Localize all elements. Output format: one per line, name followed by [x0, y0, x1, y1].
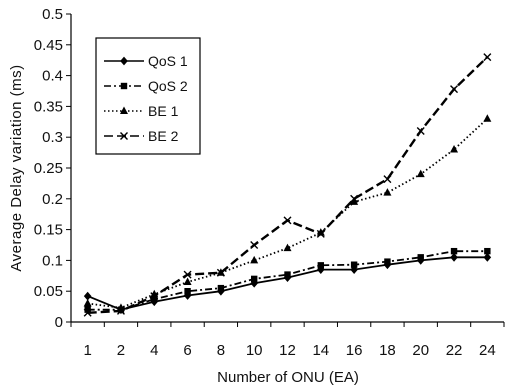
- data-point: [250, 275, 258, 283]
- x-tick-label: 1: [83, 342, 91, 359]
- y-tick-label: 0.5: [42, 6, 63, 23]
- data-point: [384, 258, 391, 265]
- x-tick-label: 22: [446, 342, 463, 359]
- legend-label: QoS 2: [148, 78, 188, 94]
- y-tick-label: 0.05: [34, 283, 63, 300]
- legend-marker: [120, 82, 128, 90]
- data-point: [250, 241, 259, 249]
- y-tick-label: 0.2: [42, 191, 63, 208]
- series-be-2: [83, 53, 492, 317]
- data-point: [250, 255, 259, 264]
- marker-stroke: [483, 53, 492, 62]
- data-point: [83, 299, 92, 307]
- data-point: [483, 252, 492, 262]
- data-point: [416, 127, 425, 136]
- data-point: [417, 254, 424, 261]
- data-point: [283, 243, 292, 252]
- y-tick-label: 0.25: [34, 160, 63, 177]
- x-tick-label: 12: [279, 342, 296, 359]
- x-tick-label: 18: [379, 342, 396, 359]
- y-tick-label: 0.4: [42, 68, 63, 85]
- y-axis-title: Average Delay variation (ms): [8, 64, 25, 271]
- y-tick-label: 0.45: [34, 37, 63, 54]
- x-tick-label: 24: [479, 342, 496, 359]
- data-point: [116, 306, 125, 315]
- x-tick-label: 14: [312, 342, 329, 359]
- data-point: [450, 85, 459, 94]
- data-point: [350, 197, 359, 205]
- legend-marker: [120, 56, 128, 66]
- data-point: [83, 308, 92, 317]
- legend-label: BE 2: [148, 128, 179, 144]
- marker-stroke: [120, 132, 128, 140]
- data-point: [84, 306, 91, 313]
- legend-marker: [120, 106, 128, 114]
- marker-stroke: [383, 175, 392, 184]
- marker-stroke: [250, 241, 259, 249]
- x-tick-label: 6: [183, 342, 191, 359]
- data-point: [450, 145, 459, 153]
- legend: QoS 1 QoS 2 BE 1 BE 2: [95, 37, 201, 155]
- marker-stroke: [283, 216, 292, 225]
- legend-label: BE 1: [148, 103, 179, 119]
- data-point: [184, 288, 191, 295]
- data-point: [317, 262, 325, 269]
- data-point: [217, 284, 225, 292]
- data-point: [350, 261, 358, 268]
- x-tick-label: 10: [246, 342, 263, 359]
- data-point: [284, 271, 291, 278]
- x-tick-label: 8: [217, 342, 225, 359]
- data-point: [450, 252, 458, 262]
- x-axis-title: Number of ONU (EA): [217, 369, 359, 386]
- y-tick-label: 0.3: [42, 129, 63, 146]
- data-point: [383, 188, 392, 196]
- marker-stroke: [316, 229, 325, 238]
- x-tick-label: 4: [150, 342, 158, 359]
- y-tick-label: 0.15: [34, 222, 63, 239]
- legend-box: [95, 37, 201, 155]
- marker-stroke: [83, 308, 92, 317]
- data-point: [150, 292, 159, 301]
- data-point: [183, 277, 192, 285]
- data-point: [151, 296, 158, 303]
- legend-label: QoS 1: [148, 53, 188, 69]
- y-tick-label: 0.35: [34, 98, 63, 115]
- data-point: [383, 175, 392, 184]
- x-tick-label: 20: [412, 342, 429, 359]
- data-point: [484, 247, 491, 255]
- x-tick-label: 16: [346, 342, 363, 359]
- y-axis-ticks: 0 0.05 0.1 0.15 0.2 0.25 0.3 0.35 0.4 0.45 0.5: [34, 6, 71, 331]
- data-point: [283, 216, 292, 225]
- data-point: [316, 229, 325, 238]
- marker-stroke: [416, 127, 425, 136]
- data-point: [350, 194, 359, 203]
- marker-stroke: [216, 268, 225, 277]
- data-point: [483, 53, 492, 62]
- x-axis-ticks: 1 2 4 6 8 10 12 14 16 18 20 22 24: [70, 322, 505, 359]
- data-point: [450, 247, 458, 255]
- marker-stroke: [150, 292, 159, 301]
- x-tick-label: 2: [117, 342, 125, 359]
- marker-stroke: [183, 270, 192, 279]
- marker-stroke: [350, 194, 359, 203]
- data-point: [83, 291, 92, 301]
- y-tick-label: 0.1: [42, 252, 63, 269]
- legend-marker: [120, 132, 128, 140]
- marker-stroke: [116, 306, 125, 315]
- data-point: [216, 268, 225, 277]
- data-point: [483, 114, 492, 122]
- data-point: [416, 169, 425, 178]
- y-tick-label: 0: [55, 314, 63, 331]
- series-be-1: [83, 114, 492, 311]
- data-point: [183, 270, 192, 279]
- series-layer: [83, 53, 492, 317]
- marker-stroke: [450, 85, 459, 94]
